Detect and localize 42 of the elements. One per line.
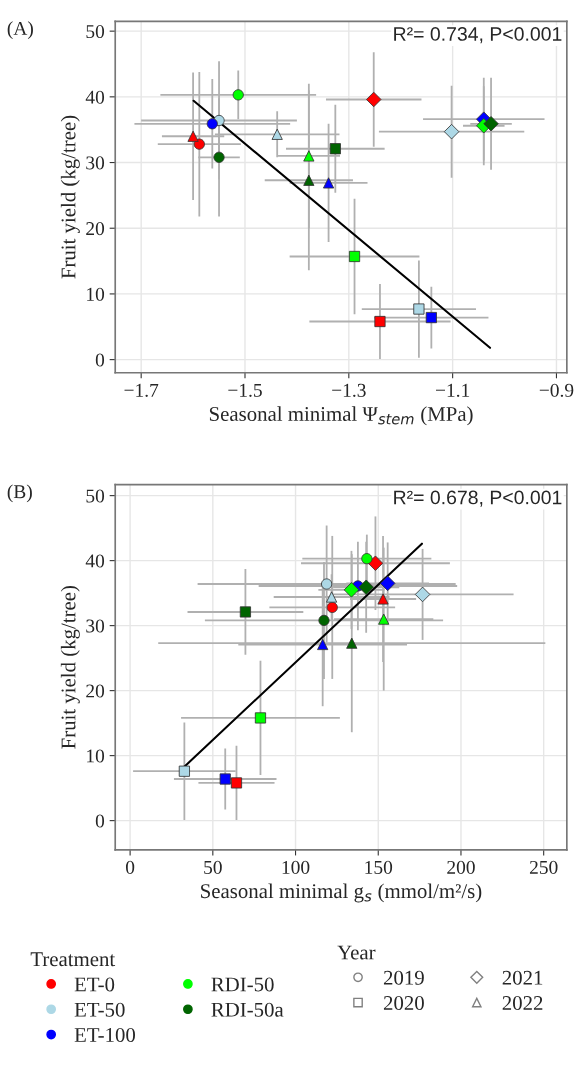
x-tick-label: 250 [529, 860, 558, 874]
y-tick-label: 0 [95, 353, 105, 367]
x-tick-label: 200 [447, 860, 475, 874]
y-tick-label: 10 [87, 749, 105, 763]
legend-label: 2021 [502, 970, 543, 985]
text: Treatment [30, 952, 116, 967]
y-tick-label: 30 [86, 619, 105, 633]
annotation: R²= 0.678, P<0.001 [394, 490, 562, 507]
y-tick-label: 40 [85, 90, 105, 104]
legend-label: ET-50 [74, 1002, 125, 1017]
x-tick-label: 50 [204, 860, 222, 874]
x-tick-label: 100 [282, 860, 310, 874]
y-axis-title: Fruit yield (kg/tree) [60, 115, 80, 279]
legend-label: ET-100 [74, 1027, 136, 1043]
y-tick-label: 20 [86, 684, 105, 698]
x-tick-label: 150 [365, 860, 393, 874]
y-tick-label: 50 [86, 489, 105, 503]
x-tick-label: −1.5 [228, 383, 262, 397]
y-tick-label: 50 [86, 24, 105, 39]
legend-label: RDI-50 [211, 977, 274, 992]
y-tick-label: 10 [87, 287, 105, 301]
chart-title: (A) [7, 21, 33, 39]
x-axis-title: Seasonal minimal Ψ$_{stem}$ (MPa) [209, 406, 473, 426]
y-tick-label: 40 [85, 554, 105, 568]
legend-label: 2019 [383, 970, 424, 985]
legend-label: RDI-50a [211, 1002, 284, 1017]
x-tick-label: 0 [125, 860, 135, 874]
chart-title: (B) [7, 484, 32, 503]
annotation: R²= 0.734, P<0.001 [394, 27, 562, 44]
y-tick-label: 20 [86, 222, 105, 236]
x-tick-label: −1.7 [124, 383, 159, 397]
x-tick-label: −0.9 [539, 383, 574, 397]
legend-label: 2022 [502, 996, 543, 1011]
legend-label: 2020 [383, 996, 424, 1011]
text: Year [337, 945, 376, 960]
legend-label: ET-0 [74, 977, 115, 992]
y-axis-title: Fruit yield (kg/tree) [60, 585, 80, 749]
x-tick-label: −1.3 [332, 383, 366, 397]
y-tick-label: 30 [86, 156, 105, 170]
x-axis-title: Seasonal minimal g$_{s}$ (mmol/m²/s) [201, 883, 482, 903]
x-tick-label: −1.1 [435, 383, 470, 397]
y-tick-label: 0 [95, 814, 105, 828]
